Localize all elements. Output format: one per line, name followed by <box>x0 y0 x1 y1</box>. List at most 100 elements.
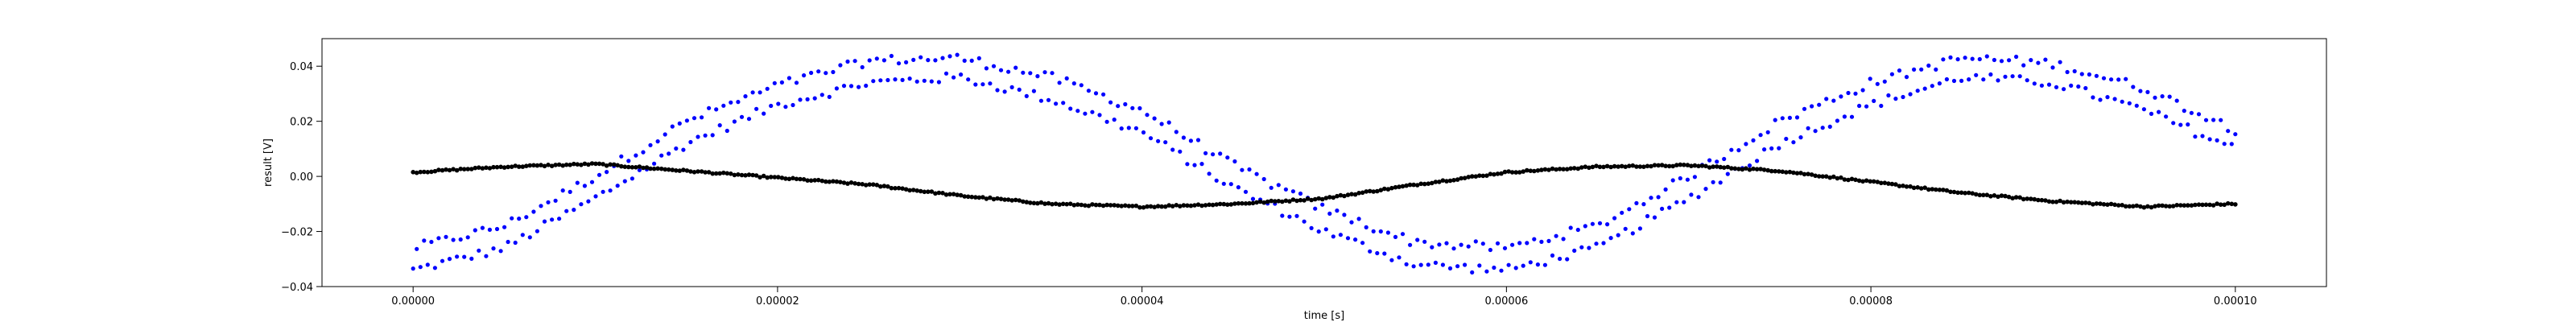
blue-data-point <box>1751 138 1756 142</box>
black-data-point <box>651 166 657 171</box>
black-data-point <box>2131 204 2136 208</box>
black-data-point <box>746 172 752 177</box>
blue-data-point <box>2149 111 2154 116</box>
black-data-point <box>951 192 956 196</box>
black-data-point <box>1207 202 1212 208</box>
black-data-point <box>2215 201 2219 206</box>
black-data-point <box>1882 180 1888 185</box>
blue-data-point <box>429 239 434 245</box>
black-data-point <box>838 180 843 184</box>
black-data-point <box>801 177 807 182</box>
blue-data-point <box>1192 163 1197 167</box>
blue-data-point <box>998 68 1004 72</box>
black-data-point <box>1210 202 1216 208</box>
black-data-point <box>542 163 547 169</box>
black-data-point <box>1418 181 1423 187</box>
black-data-point <box>1521 169 1525 174</box>
blue-data-point <box>422 238 427 243</box>
black-data-point <box>1261 200 1266 205</box>
black-data-point <box>641 165 646 171</box>
blue-data-point <box>976 56 981 60</box>
blue-data-point <box>1211 152 1216 157</box>
black-data-point <box>1984 192 1990 197</box>
black-data-point <box>1115 203 1121 208</box>
blue-data-point <box>1188 138 1193 143</box>
black-data-point <box>1864 178 1869 184</box>
blue-data-point <box>1773 118 1777 122</box>
black-data-point <box>1535 168 1541 173</box>
black-data-point <box>995 196 1000 201</box>
black-data-point <box>454 167 460 173</box>
blue-data-point <box>2178 122 2183 127</box>
black-data-point <box>729 171 733 176</box>
blue-data-point <box>1988 72 1993 77</box>
black-data-point <box>798 176 803 182</box>
blue-data-point <box>1670 178 1675 183</box>
blue-data-point <box>1597 221 1603 225</box>
blue-data-point <box>1634 200 1639 205</box>
black-data-point <box>1601 164 1606 170</box>
blue-data-point <box>995 88 1000 93</box>
blue-data-point <box>1126 126 1131 130</box>
black-data-point <box>1130 204 1135 208</box>
blue-data-point <box>746 117 752 122</box>
blue-data-point <box>1605 222 1610 227</box>
blue-data-point <box>1886 93 1891 98</box>
blue-data-point <box>1612 216 1617 221</box>
black-data-point <box>1744 166 1748 171</box>
black-data-point <box>1707 165 1712 170</box>
black-data-point <box>2010 196 2015 200</box>
blue-data-point <box>1959 78 1964 83</box>
blue-data-point <box>1849 114 1855 119</box>
black-data-point <box>1243 201 1249 206</box>
blue-data-point <box>1948 55 1953 60</box>
blue-data-point <box>703 133 708 138</box>
blue-data-point <box>1637 226 1642 231</box>
black-data-point <box>670 167 675 172</box>
black-data-point <box>1323 196 1329 200</box>
black-data-point <box>717 171 722 176</box>
black-data-point <box>1791 170 1796 175</box>
black-data-point <box>783 176 788 181</box>
blue-data-point <box>1744 142 1748 147</box>
blue-data-point <box>754 106 759 111</box>
black-data-point <box>655 166 660 171</box>
black-data-point <box>2120 203 2124 208</box>
black-data-point <box>1466 175 1471 180</box>
black-data-point <box>965 194 971 200</box>
blue-data-point <box>477 248 481 253</box>
black-data-point <box>991 196 997 202</box>
blue-data-point <box>1587 246 1591 250</box>
blue-data-point <box>1565 257 1570 262</box>
black-data-point <box>604 163 609 168</box>
black-data-point <box>2025 196 2029 201</box>
black-data-point <box>1528 168 1534 173</box>
blue-data-point <box>1711 180 1715 184</box>
black-data-point <box>1276 199 1282 204</box>
blue-data-point <box>1225 155 1230 160</box>
blue-data-point <box>1349 220 1354 225</box>
blue-data-point <box>1440 262 1445 267</box>
black-data-point <box>1462 175 1468 180</box>
blue-data-point <box>1254 171 1259 176</box>
black-data-point <box>2017 195 2022 200</box>
black-data-point <box>531 163 536 168</box>
blue-data-point <box>1203 151 1208 155</box>
blue-data-point <box>1451 246 1456 251</box>
black-data-point <box>1364 189 1368 194</box>
blue-data-point <box>1214 178 1219 183</box>
black-data-point <box>955 192 960 197</box>
blue-data-point <box>1313 206 1318 211</box>
blue-data-point <box>896 61 902 66</box>
black-data-point <box>608 162 613 167</box>
black-data-point <box>648 166 653 171</box>
blue-data-point <box>1831 98 1836 103</box>
blue-data-point <box>1794 115 1800 120</box>
black-data-point <box>1525 167 1530 173</box>
black-data-point <box>1444 179 1449 184</box>
blue-data-point <box>1682 200 1686 204</box>
blue-data-point <box>1974 72 1979 77</box>
blue-data-point <box>553 198 558 203</box>
blue-data-point <box>1240 167 1245 172</box>
black-data-point <box>1283 198 1289 204</box>
